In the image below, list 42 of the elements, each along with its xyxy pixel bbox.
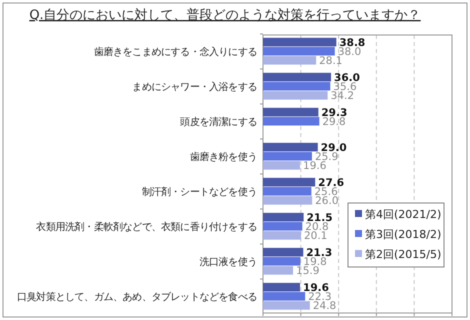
legend-label: 第4回(2021/2) bbox=[365, 208, 442, 221]
data-label: 20.1 bbox=[304, 230, 328, 242]
bar bbox=[263, 266, 294, 275]
bar bbox=[263, 152, 312, 161]
bar bbox=[263, 91, 328, 100]
bar bbox=[263, 72, 332, 82]
bar bbox=[263, 212, 304, 222]
y-tick-label: 洗口液を使う bbox=[199, 256, 257, 268]
y-tick-label: 衣類用洗剤・柔軟剤などで、衣類に香り付けをする bbox=[36, 221, 257, 234]
legend-label: 第2回(2015/5) bbox=[365, 248, 442, 261]
bar bbox=[263, 116, 320, 126]
y-tick-label: まめにシャワー・入浴をする bbox=[132, 80, 257, 93]
bar bbox=[263, 46, 335, 56]
legend-label: 第3回(2018/2) bbox=[365, 228, 442, 241]
bar bbox=[263, 186, 312, 196]
bar bbox=[263, 301, 310, 310]
bar bbox=[263, 178, 316, 186]
data-label: 26.0 bbox=[315, 195, 339, 208]
bar bbox=[263, 292, 306, 301]
bar bbox=[263, 231, 301, 240]
y-tick-label: 歯磨きをこまめにする・念入りにする bbox=[94, 46, 257, 58]
y-tick-label: 口臭対策として、ガム、あめ、タブレットなどを食べる bbox=[16, 291, 257, 304]
chart-title: Q.自分のにおいに対して、普段どのような対策を行っていますか？ bbox=[29, 7, 421, 23]
bar bbox=[263, 38, 336, 46]
data-label: 24.8 bbox=[312, 300, 336, 312]
bar bbox=[263, 196, 312, 205]
bar bbox=[263, 108, 318, 116]
bar bbox=[263, 282, 300, 292]
data-label: 19.6 bbox=[303, 160, 327, 172]
y-tick-label: 制汗剤・シートなどを使う bbox=[142, 186, 257, 198]
y-tick-label: 頭皮を清潔にする bbox=[180, 116, 257, 128]
bar bbox=[263, 142, 318, 152]
bar bbox=[263, 222, 302, 231]
data-label: 15.9 bbox=[296, 265, 320, 278]
bar bbox=[263, 256, 300, 266]
bar bbox=[263, 56, 316, 65]
data-label: 29.8 bbox=[322, 116, 346, 128]
data-label: 34.2 bbox=[330, 90, 354, 102]
bar bbox=[263, 248, 304, 256]
bar bbox=[263, 161, 300, 170]
bar bbox=[263, 82, 330, 91]
y-tick-label: 歯磨き粉を使う bbox=[190, 150, 257, 163]
